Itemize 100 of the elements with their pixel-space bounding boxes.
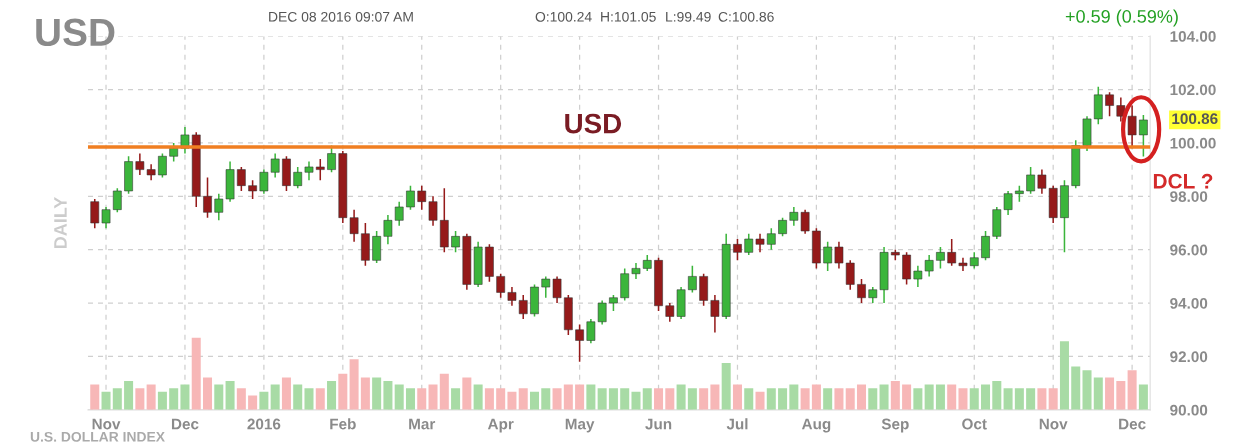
candlestick	[293, 166, 303, 190]
bar	[1105, 377, 1115, 410]
bar	[529, 391, 540, 410]
bar	[969, 388, 979, 410]
candlestick	[315, 158, 325, 182]
text: H:101.05	[601, 11, 656, 22]
bar	[1138, 384, 1148, 410]
bar	[496, 388, 506, 410]
bar	[766, 388, 776, 410]
bar	[439, 373, 449, 410]
text: C:100.86	[718, 11, 774, 22]
bar	[778, 388, 788, 410]
bar	[338, 373, 348, 410]
x-tick-label: Feb	[330, 418, 356, 430]
bar	[676, 384, 686, 410]
bar	[405, 388, 415, 410]
y-tick-label: 104.00	[1170, 30, 1216, 42]
candlestick	[1105, 91, 1114, 117]
x-tick-label: Oct	[962, 418, 987, 430]
candlestick	[834, 240, 844, 270]
bar	[1037, 388, 1047, 410]
candlestick	[237, 166, 246, 192]
candlestick	[507, 286, 517, 307]
bar	[191, 337, 201, 410]
candlestick	[101, 206, 111, 230]
candlestick	[417, 184, 427, 211]
y-tick-label: 94.00	[1170, 297, 1208, 309]
text: O:100.24	[535, 11, 592, 22]
bar	[699, 388, 709, 410]
bar	[90, 384, 100, 410]
x-tick-label: Nov	[92, 418, 121, 430]
bar	[462, 377, 472, 410]
bar	[383, 380, 393, 410]
bar	[924, 384, 934, 410]
x-tick-label: Mar	[409, 418, 436, 430]
y-tick-label: 96.00	[1170, 244, 1208, 256]
candlestick	[552, 275, 562, 304]
bar	[575, 384, 585, 410]
bar	[101, 391, 111, 410]
x-tick-label: Sep	[881, 418, 909, 433]
bar	[834, 388, 844, 410]
candlestick	[845, 259, 855, 291]
bar	[180, 384, 190, 410]
bar	[112, 388, 122, 410]
bar	[124, 380, 134, 410]
bar	[236, 388, 246, 410]
x-tick-label: 2016	[247, 418, 281, 430]
candlestick	[1116, 96, 1126, 123]
candlestick	[823, 240, 833, 272]
bar	[417, 388, 427, 410]
bar	[1048, 388, 1058, 410]
x-tick-label: Jun	[645, 418, 672, 430]
candlestick	[733, 238, 742, 262]
bar	[620, 388, 630, 410]
bar	[1093, 377, 1103, 410]
bar	[270, 384, 280, 410]
bar	[428, 384, 438, 410]
candlestick	[947, 238, 957, 267]
text: L:99.49	[666, 11, 711, 22]
bar	[360, 377, 370, 410]
bar	[608, 388, 618, 410]
x-tick-label: Jul	[726, 418, 748, 430]
bar	[507, 391, 517, 410]
text: DCL ?	[1153, 173, 1213, 189]
candlestick	[428, 195, 438, 227]
bar	[1082, 370, 1092, 410]
bar	[1026, 388, 1036, 410]
candlestick	[1026, 166, 1035, 195]
candlestick	[304, 160, 314, 182]
x-tick-label: Dec	[171, 418, 199, 430]
bar	[248, 395, 258, 410]
candlestick	[958, 256, 968, 272]
candlestick	[981, 230, 990, 262]
y-tick-label: 100.00	[1170, 137, 1216, 149]
bar	[935, 384, 945, 410]
bar	[868, 388, 878, 410]
candlestick	[857, 278, 866, 304]
candlestick	[203, 176, 212, 219]
bar	[1127, 370, 1137, 410]
bar	[157, 391, 167, 410]
bar	[586, 384, 596, 410]
bar	[811, 384, 821, 410]
candlestick	[688, 264, 697, 294]
bar	[947, 384, 957, 410]
bar	[281, 377, 291, 410]
candlestick	[158, 152, 167, 179]
bar	[687, 388, 697, 410]
bar	[169, 388, 179, 410]
candlestick	[406, 184, 415, 211]
candlestick	[575, 323, 584, 363]
candlestick	[541, 275, 551, 299]
y-tick-label: 102.00	[1170, 84, 1216, 96]
bar	[654, 388, 664, 410]
bar	[902, 384, 912, 410]
candlestick	[518, 294, 528, 320]
bar	[665, 388, 675, 410]
candlestick	[496, 272, 506, 299]
bar	[146, 384, 156, 410]
bar	[225, 380, 235, 410]
bar	[642, 388, 652, 410]
